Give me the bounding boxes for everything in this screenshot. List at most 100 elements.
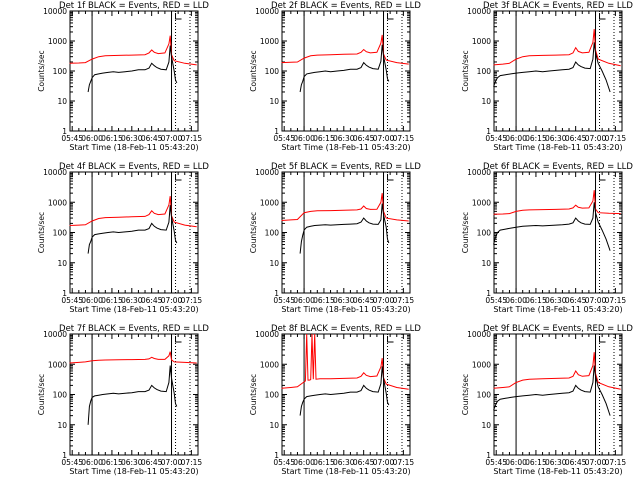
subplot-8: Det 8f BLACK = Events, RED = LLD 1 10 100 10… [249,324,421,476]
time-marker-bracket [599,336,606,343]
x-tick-label: 06:30 [121,458,143,467]
series-lld-line [69,35,197,66]
y-tick-label: 10 [269,259,279,268]
y-tick-label: 100 [265,67,280,76]
x-tick-label: 06:15 [101,458,123,467]
plot-title: Det 2f BLACK = Events, RED = LLD [271,1,421,11]
series-lld-line [281,34,409,65]
x-axis-label: Start Time (18-Feb-11 05:43:20) [69,305,198,314]
x-tick-label: 06:00 [81,134,103,143]
y-tick-label: 1000 [472,360,491,369]
y-tick-label: 1 [274,289,279,298]
y-tick-label: 10 [57,259,67,268]
y-tick-label: 1000 [260,37,279,46]
x-tick-label: 05:45 [485,458,507,467]
x-tick-label: 07:15 [605,458,627,467]
x-tick-label: 05:45 [485,296,507,305]
y-tick-label: 10 [481,97,491,106]
x-tick-label: 07:15 [605,296,627,305]
x-tick-label: 07:00 [161,296,183,305]
x-tick-label: 06:30 [545,296,567,305]
x-tick-label: 06:45 [353,134,375,143]
y-tick-label: 1 [486,289,491,298]
x-tick-label: 06:45 [353,458,375,467]
x-tick-label: 06:00 [81,458,103,467]
x-tick-label: 06:45 [565,134,587,143]
plot-frame [493,10,623,132]
plot-frame [69,333,199,456]
plot-frame [493,333,623,456]
x-tick-label: 07:00 [373,134,395,143]
y-axis-label: Counts/sec [249,212,258,253]
series-events-line [87,365,178,425]
y-tick-label: 1 [274,127,279,136]
time-marker-bracket [175,174,182,181]
x-tick-label: 07:15 [393,296,415,305]
x-tick-label: 06:15 [525,296,547,305]
y-tick-label: 10000 [43,7,67,16]
x-tick-label: 06:30 [545,134,567,143]
plot-title: Det 3f BLACK = Events, RED = LLD [483,1,633,11]
y-tick-label: 1000 [48,360,67,369]
plot-title: Det 5f BLACK = Events, RED = LLD [271,162,421,172]
x-tick-label: 06:30 [333,134,355,143]
x-axis-label: Start Time (18-Feb-11 05:43:20) [281,467,410,476]
y-tick-label: 10 [481,421,491,430]
series-events-line [299,366,390,416]
series-lld-line [493,352,621,390]
subplot-9: Det 9f BLACK = Events, RED = LLD 1 10 100 10… [461,324,633,476]
x-tick-label: 06:30 [333,458,355,467]
plot-title: Det 1f BLACK = Events, RED = LLD [59,1,209,11]
y-tick-label: 1000 [48,37,67,46]
series-events-line [87,205,178,254]
x-axis-label: Start Time (18-Feb-11 05:43:20) [493,305,622,314]
time-marker-bracket [175,336,182,343]
x-tick-label: 06:00 [293,458,315,467]
subplot-1: Det 1f BLACK = Events, RED = LLD 1 10 100 10… [37,1,209,152]
x-axis-label: Start Time (18-Feb-11 05:43:20) [69,467,198,476]
x-tick-label: 07:00 [585,296,607,305]
series-events-line [493,42,611,93]
subplot-2: Det 2f BLACK = Events, RED = LLD 1 10 100 10… [249,1,421,152]
y-axis-label: Counts/sec [37,374,46,415]
plot-frame [281,10,411,132]
x-tick-label: 06:00 [505,296,527,305]
x-tick-label: 06:00 [81,296,103,305]
subplot-4: Det 4f BLACK = Events, RED = LLD 1 10 100 10… [37,162,209,314]
y-tick-label: 10000 [255,168,279,177]
subplot-3: Det 3f BLACK = Events, RED = LLD 1 10 100 10… [461,1,633,152]
y-tick-label: 100 [53,391,68,400]
y-tick-label: 1000 [472,37,491,46]
x-tick-label: 05:45 [61,134,83,143]
x-tick-label: 06:45 [565,458,587,467]
y-tick-label: 1 [486,127,491,136]
series-lld-line [69,196,197,228]
x-tick-label: 07:00 [373,458,395,467]
x-tick-label: 05:45 [273,458,295,467]
x-tick-label: 05:45 [273,296,295,305]
x-tick-label: 07:15 [605,134,627,143]
x-tick-label: 06:15 [101,134,123,143]
subplot-5: Det 5f BLACK = Events, RED = LLD 1 10 100 10… [249,162,421,314]
y-tick-label: 100 [477,391,492,400]
y-tick-label: 1000 [48,198,67,207]
y-tick-label: 1 [62,451,67,460]
y-tick-label: 100 [477,67,492,76]
x-axis-label: Start Time (18-Feb-11 05:43:20) [493,143,622,152]
x-tick-label: 06:00 [293,296,315,305]
y-tick-label: 10000 [255,7,279,16]
x-axis-label: Start Time (18-Feb-11 05:43:20) [281,143,410,152]
x-tick-label: 06:15 [101,296,123,305]
time-marker-bracket [387,13,394,20]
plot-title: Det 9f BLACK = Events, RED = LLD [483,324,633,334]
x-tick-label: 05:45 [273,134,295,143]
x-tick-label: 06:30 [121,134,143,143]
time-marker-bracket [387,174,394,181]
plot-frame [69,171,199,294]
x-tick-label: 06:30 [333,296,355,305]
y-axis-label: Counts/sec [461,374,470,415]
x-tick-label: 06:45 [141,134,163,143]
x-tick-label: 06:00 [505,458,527,467]
y-axis-label: Counts/sec [461,212,470,253]
